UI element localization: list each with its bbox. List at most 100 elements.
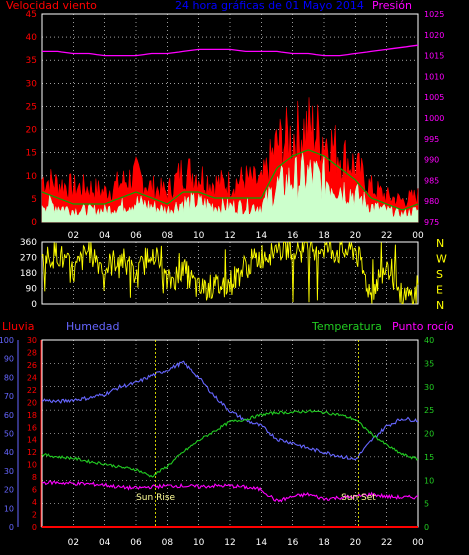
rain-y-tick-label: 2 [32, 511, 37, 520]
x-tick-label-wind: 08 [162, 231, 174, 241]
direction-y-tick-label: 270 [20, 254, 37, 264]
rain-y-tick-label: 16 [27, 423, 37, 432]
wind-y-tick-label: 5 [31, 195, 37, 205]
humidity-title: Humedad [66, 320, 119, 333]
direction-y-tick-label: 0 [31, 300, 37, 310]
rain-y-tick-label: 14 [27, 436, 37, 445]
x-tick-label-climate: 22 [381, 538, 392, 548]
temperature-y-tick-label: 25 [424, 406, 434, 415]
wind-y-tick-label: 20 [26, 126, 38, 136]
humidity-y-tick-label: 60 [4, 411, 14, 420]
wind-y-tick-label: 10 [26, 172, 38, 182]
rain-y-tick-label: 20 [27, 398, 37, 407]
pressure-y-tick-label: 1015 [424, 52, 444, 61]
humidity-y-tick-label: 70 [4, 392, 14, 401]
temperature-y-tick-label: 15 [424, 453, 434, 462]
rain-title: Lluvia [2, 320, 34, 333]
pressure-y-tick-label: 1025 [424, 10, 444, 19]
wind-y-tick-label: 0 [31, 218, 37, 228]
x-tick-label-wind: 00 [412, 231, 424, 241]
compass-label: N [436, 237, 444, 250]
humidity-y-tick-label: 80 [4, 373, 14, 382]
humidity-y-tick-label: 10 [4, 504, 14, 513]
rain-y-tick-label: 28 [27, 348, 37, 357]
pressure-y-tick-label: 995 [424, 135, 439, 144]
humidity-line [41, 360, 419, 461]
wind-y-tick-label: 25 [26, 102, 37, 112]
x-tick-label-climate: 02 [68, 538, 79, 548]
x-tick-label-wind: 16 [287, 231, 299, 241]
rain-y-tick-label: 26 [27, 361, 37, 370]
pressure-y-tick-label: 975 [424, 218, 439, 227]
pressure-y-tick-label: 980 [424, 197, 439, 206]
x-tick-label-climate: 00 [412, 538, 424, 548]
compass-label: E [436, 284, 443, 297]
rain-y-tick-label: 18 [27, 411, 37, 420]
direction-y-tick-label: 90 [26, 285, 38, 295]
direction-y-tick-label: 180 [20, 269, 37, 279]
rain-y-tick-label: 6 [32, 486, 37, 495]
x-tick-label-wind: 10 [193, 231, 205, 241]
pressure-line [42, 44, 419, 57]
wind-speed-title: Velocidad viento [6, 0, 97, 12]
pressure-y-tick-label: 1005 [424, 93, 444, 102]
wind-average-area [41, 152, 419, 223]
humidity-y-tick-label: 90 [4, 355, 14, 364]
humidity-y-tick-label: 40 [4, 448, 14, 457]
humidity-y-tick-label: 20 [4, 486, 14, 495]
wind-y-tick-label: 40 [26, 33, 38, 43]
x-tick-label-wind: 20 [350, 231, 362, 241]
rain-y-tick-label: 12 [27, 448, 37, 457]
chart-title: 24 hora gráficas de 01 Mayo 2014 [175, 0, 364, 12]
rain-y-tick-label: 4 [32, 498, 37, 507]
rain-y-tick-label: 30 [27, 336, 37, 345]
rain-y-tick-label: 22 [27, 386, 37, 395]
compass-label: N [436, 299, 444, 312]
rain-y-tick-label: 24 [27, 373, 37, 382]
pressure-title: Presión [372, 0, 412, 12]
x-tick-label-wind: 14 [256, 231, 268, 241]
temperature-y-tick-label: 35 [424, 359, 434, 368]
x-tick-label-wind: 06 [130, 231, 142, 241]
dewpoint-line [41, 480, 419, 503]
x-tick-label-wind: 02 [68, 231, 79, 241]
wind-direction-trace [41, 240, 419, 305]
x-tick-label-climate: 14 [256, 538, 268, 548]
humidity-y-tick-label: 100 [0, 336, 14, 345]
wind-y-tick-label: 15 [26, 149, 37, 159]
temperature-title: Temperatura [311, 320, 382, 333]
rain-y-tick-label: 10 [27, 461, 37, 470]
x-tick-label-climate: 12 [224, 538, 235, 548]
sun-event-label: Sun Set [341, 493, 376, 503]
pressure-y-tick-label: 1000 [424, 114, 444, 123]
x-tick-label-wind: 04 [99, 231, 111, 241]
x-tick-label-climate: 04 [99, 538, 111, 548]
x-tick-label-wind: 12 [224, 231, 235, 241]
x-tick-label-climate: 16 [287, 538, 299, 548]
temperature-y-tick-label: 30 [424, 383, 434, 392]
dewpoint-title: Punto rocío [392, 320, 454, 333]
wind-average-line [41, 149, 419, 211]
temperature-line [41, 409, 419, 478]
x-tick-label-climate: 06 [130, 538, 142, 548]
compass-label: S [436, 268, 443, 281]
compass-label: W [436, 253, 447, 266]
direction-y-tick-label: 360 [20, 238, 37, 248]
temperature-y-tick-label: 20 [424, 430, 434, 439]
pressure-y-tick-label: 1010 [424, 72, 444, 81]
pressure-y-tick-label: 985 [424, 176, 439, 185]
x-tick-label-wind: 18 [318, 231, 330, 241]
humidity-y-tick-label: 30 [4, 467, 14, 476]
pressure-y-tick-label: 990 [424, 156, 439, 165]
humidity-y-tick-label: 0 [9, 523, 14, 532]
rain-y-tick-label: 0 [32, 523, 37, 532]
x-tick-label-climate: 08 [162, 538, 174, 548]
rain-y-tick-label: 8 [32, 473, 37, 482]
sun-event-label: Sun Rise [136, 493, 175, 503]
x-tick-label-climate: 20 [350, 538, 362, 548]
x-tick-label-wind: 22 [381, 231, 392, 241]
temperature-y-tick-label: 40 [424, 336, 434, 345]
wind-y-tick-label: 30 [26, 79, 38, 89]
temperature-y-tick-label: 5 [424, 500, 429, 509]
